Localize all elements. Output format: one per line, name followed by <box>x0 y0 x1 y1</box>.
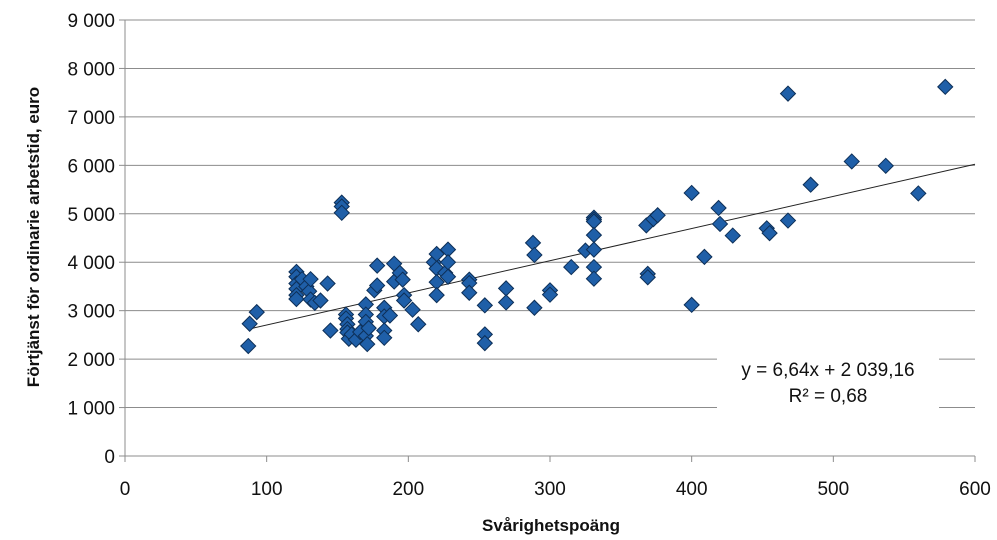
data-point <box>724 227 741 244</box>
data-point <box>497 294 515 311</box>
axes: 0 1 000 2 000 3 000 4 000 5 000 6 000 7 000 8 00… <box>67 11 990 500</box>
data-point <box>563 258 580 276</box>
gridlines <box>125 19 975 409</box>
y-axis-title: Förtjänst för ordinarie arbetstid, euro <box>24 87 43 387</box>
data-point <box>476 334 494 352</box>
data-point <box>360 319 377 337</box>
y-tick-label: 3 000 <box>67 302 115 323</box>
data-point <box>779 212 797 229</box>
data-point <box>368 277 386 294</box>
data-point <box>368 257 386 274</box>
x-tick-label: 400 <box>676 479 708 500</box>
data-point <box>439 268 457 285</box>
data-point <box>683 184 700 202</box>
data-point <box>381 307 399 324</box>
data-point <box>585 270 603 287</box>
y-tick-label: 1 000 <box>67 399 115 420</box>
data-point <box>410 316 427 333</box>
data-point <box>541 286 559 303</box>
y-tick-label: 4 000 <box>67 253 115 274</box>
x-tick-label: 200 <box>392 479 424 500</box>
data-point <box>302 270 319 288</box>
data-point <box>937 78 954 96</box>
data-point <box>248 303 265 321</box>
data-point <box>802 176 819 193</box>
y-tick-label: 9 000 <box>67 11 115 32</box>
data-point <box>319 275 336 292</box>
data-point <box>843 153 860 170</box>
trend-label-background <box>717 352 939 410</box>
data-point <box>428 286 445 304</box>
data-point <box>395 292 413 309</box>
y-tick-label: 5 000 <box>67 205 115 226</box>
data-points <box>240 78 954 355</box>
trendline-group <box>248 163 976 330</box>
data-point <box>497 280 515 297</box>
trendline <box>248 163 976 330</box>
data-point <box>585 226 603 244</box>
y-tick-label: 6 000 <box>67 156 115 177</box>
data-point <box>649 207 666 224</box>
data-point <box>910 185 927 202</box>
data-point <box>711 215 729 233</box>
data-point <box>877 157 894 175</box>
data-point <box>524 234 542 252</box>
data-point <box>312 292 329 309</box>
y-tick-label: 8 000 <box>67 59 115 80</box>
y-tick-label: 7 000 <box>67 108 115 129</box>
data-point <box>333 204 350 222</box>
y-tick-label: 0 <box>104 447 115 468</box>
data-point <box>526 299 543 316</box>
data-point <box>404 301 421 318</box>
x-tick-label: 0 <box>120 479 131 500</box>
data-point <box>761 224 778 242</box>
data-point <box>779 85 797 102</box>
x-tick-label: 300 <box>534 479 566 500</box>
x-axis-title: Svårighetspoäng <box>482 516 620 535</box>
data-point <box>585 241 603 258</box>
data-point <box>639 269 656 286</box>
data-point <box>710 199 727 217</box>
data-point <box>394 271 411 288</box>
data-point <box>288 290 305 308</box>
x-tick-label: 500 <box>817 479 849 500</box>
data-point <box>322 322 339 339</box>
data-point <box>241 315 258 332</box>
data-point <box>476 297 494 314</box>
trendline-r2: R² = 0,68 <box>789 386 868 407</box>
trendline-equation: y = 6,64x + 2 039,16 <box>741 360 914 381</box>
y-tick-label: 2 000 <box>67 350 115 371</box>
data-point <box>359 335 376 353</box>
data-point <box>240 337 257 355</box>
data-point <box>526 246 543 264</box>
labels: y = 6,64x + 2 039,16 R² = 0,68 Svårighet… <box>24 87 939 535</box>
data-point <box>376 329 393 347</box>
data-point <box>461 284 478 301</box>
x-tick-label: 100 <box>251 479 283 500</box>
data-point <box>696 248 713 266</box>
data-point <box>683 296 700 314</box>
x-tick-label: 600 <box>959 479 991 500</box>
